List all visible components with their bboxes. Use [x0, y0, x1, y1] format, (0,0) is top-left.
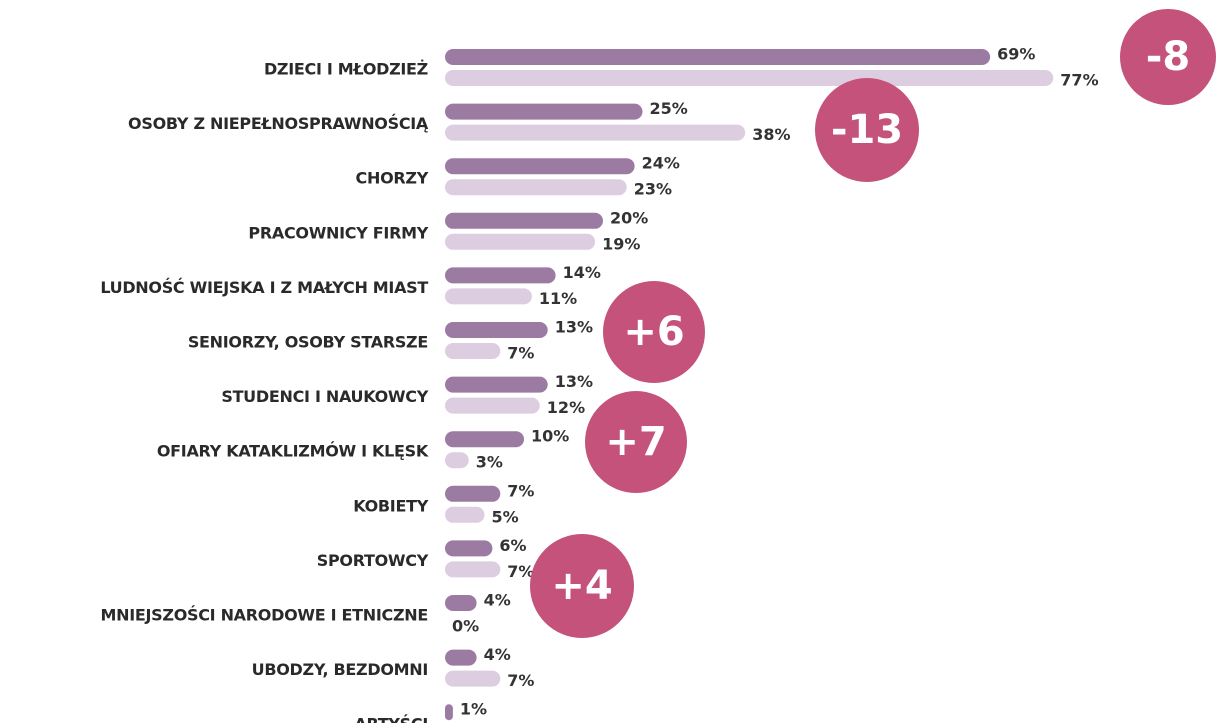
bar	[445, 506, 485, 523]
category-label: UBODZY, BEZDOMNI	[252, 660, 428, 679]
category-label: OFIARY KATAKLIZMÓW I KLĘSK	[157, 442, 429, 461]
category-label: OSOBY Z NIEPEŁNOSPRAWNOŚCIĄ	[128, 114, 429, 133]
bar	[445, 49, 991, 65]
value-label: 4%	[484, 645, 511, 664]
annotation: -8	[1146, 34, 1190, 80]
category-label: STUDENCI I NAUKOWCY	[221, 387, 428, 406]
value-label: 69%	[997, 45, 1035, 64]
annotation: -13	[831, 107, 903, 153]
value-label: 5%	[492, 507, 519, 526]
value-label: 7%	[507, 562, 534, 581]
annotation-circle	[815, 78, 919, 182]
category-label: PRACOWNICY FIRMY	[248, 223, 428, 242]
bar	[445, 397, 540, 414]
bar	[445, 452, 469, 469]
value-label: 10%	[531, 427, 569, 446]
value-label: 11%	[539, 289, 577, 308]
annotation-circle	[1120, 9, 1216, 105]
value-label: 7%	[507, 344, 534, 363]
value-label: 77%	[1060, 71, 1098, 90]
value-label: 14%	[563, 263, 601, 282]
bar	[445, 595, 477, 611]
category-label: ARTYŚCI	[354, 715, 428, 723]
bar	[445, 212, 603, 229]
bar	[445, 485, 501, 502]
category-label: DZIECI I MŁODZIEŻ	[264, 60, 428, 79]
annotation: +7	[605, 419, 666, 465]
bar	[445, 233, 596, 250]
bar	[445, 322, 548, 338]
category-label: LUDNOŚĆ WIEJSKA I Z MAŁYCH MIAST	[100, 278, 428, 297]
value-label: 13%	[555, 318, 593, 337]
bars: DZIECI I MŁODZIEŻ 69% 77% OSOBY Z NIEPEŁNOS…	[100, 45, 1098, 723]
bar	[445, 343, 501, 359]
bar	[445, 649, 477, 666]
bar	[445, 179, 627, 196]
category-label: SPORTOWCY	[317, 551, 429, 570]
value-label: 1%	[460, 700, 487, 719]
value-label: 4%	[484, 591, 511, 610]
value-label: 19%	[602, 234, 640, 253]
annotation-circle	[585, 391, 687, 493]
value-label: 38%	[752, 125, 790, 144]
value-label: 13%	[555, 372, 593, 391]
bar	[445, 267, 556, 284]
value-label: 12%	[547, 398, 585, 417]
value-label: 24%	[642, 154, 680, 173]
value-label: 7%	[507, 671, 534, 690]
category-label: SENIORZY, OSOBY STARSZE	[188, 333, 428, 352]
value-label: 0%	[452, 617, 479, 636]
bar	[445, 70, 1054, 86]
value-label: 6%	[499, 536, 526, 555]
bar	[445, 103, 643, 120]
bar	[445, 288, 532, 305]
category-label: CHORZY	[356, 169, 429, 188]
annotations: -8 -13 +6 +7 +4	[530, 9, 1216, 638]
value-label: 23%	[634, 180, 672, 199]
value-label: 7%	[507, 481, 534, 500]
annotation: +4	[551, 563, 612, 609]
category-label: KOBIETY	[353, 496, 428, 515]
bar	[445, 540, 493, 557]
value-label: 20%	[610, 208, 648, 227]
value-label: 3%	[476, 453, 503, 472]
bar	[445, 376, 548, 393]
annotation-circle	[603, 281, 705, 383]
value-label: 25%	[650, 99, 688, 118]
category-label: MNIEJSZOŚCI NARODOWE I ETNICZNE	[101, 606, 428, 625]
bar	[445, 561, 501, 578]
annotation: +6	[623, 309, 684, 355]
annotation-circle	[530, 534, 634, 638]
bar	[445, 124, 746, 141]
bar	[445, 431, 524, 448]
bar	[445, 670, 501, 687]
bar	[445, 158, 635, 175]
bar	[445, 704, 453, 721]
